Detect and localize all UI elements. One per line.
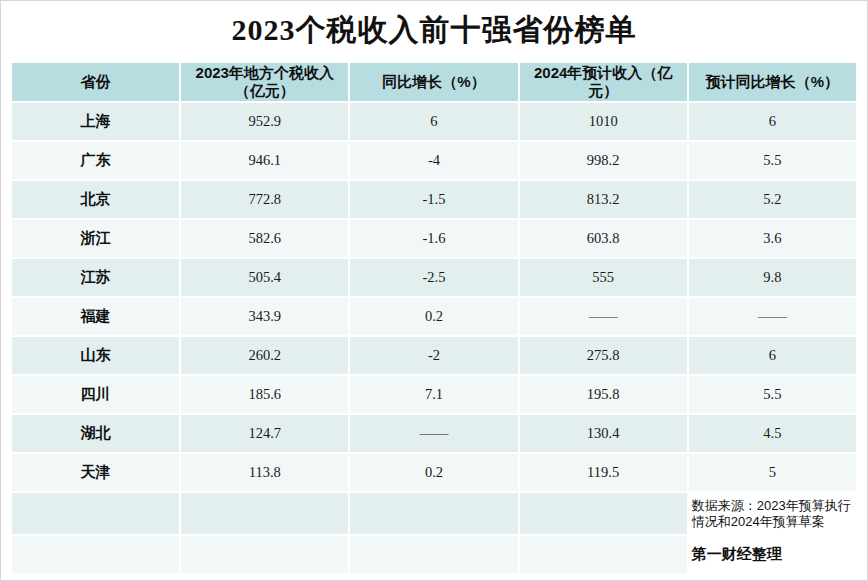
empty-cell bbox=[181, 493, 348, 534]
table-row-jiangsu: 江苏 505.4 -2.5 555 9.8 bbox=[12, 259, 856, 296]
value-cell: 946.1 bbox=[181, 142, 348, 179]
value-cell: —— bbox=[689, 298, 856, 335]
column-header-province: 省份 bbox=[12, 63, 179, 101]
value-cell: 1010 bbox=[520, 103, 687, 140]
page-title: 2023个税收入前十强省份榜单 bbox=[1, 12, 867, 47]
table-row-shandong: 山东 260.2 -2 275.8 6 bbox=[12, 337, 856, 374]
value-cell: 260.2 bbox=[181, 337, 348, 374]
value-cell: 195.8 bbox=[520, 376, 687, 413]
value-cell: 124.7 bbox=[181, 415, 348, 452]
credit-note: 第一财经整理 bbox=[689, 536, 856, 573]
value-cell: 6 bbox=[689, 103, 856, 140]
empty-cell bbox=[350, 536, 517, 573]
value-cell: 5 bbox=[689, 454, 856, 491]
empty-cell bbox=[520, 493, 687, 534]
empty-cell bbox=[12, 536, 179, 573]
value-cell: 130.4 bbox=[520, 415, 687, 452]
value-cell: -2.5 bbox=[350, 259, 517, 296]
table-row-guangdong: 广东 946.1 -4 998.2 5.5 bbox=[12, 142, 856, 179]
empty-cell bbox=[12, 493, 179, 534]
column-header-forecast-2024: 2024年预计收入（亿元） bbox=[520, 63, 687, 101]
value-cell: 813.2 bbox=[520, 181, 687, 218]
value-cell: 7.1 bbox=[350, 376, 517, 413]
province-cell: 北京 bbox=[12, 181, 179, 218]
column-header-income-2023: 2023年地方个税收入 （亿元） bbox=[181, 63, 348, 101]
province-cell: 浙江 bbox=[12, 220, 179, 257]
province-cell: 福建 bbox=[12, 298, 179, 335]
table-row-zhejiang: 浙江 582.6 -1.6 603.8 3.6 bbox=[12, 220, 856, 257]
province-cell: 山东 bbox=[12, 337, 179, 374]
value-cell: 582.6 bbox=[181, 220, 348, 257]
infographic-canvas: 2023个税收入前十强省份榜单 省份 2023年地方个税收入 （亿元） 同比增长… bbox=[0, 0, 868, 581]
table-row-shanghai: 上海 952.9 6 1010 6 bbox=[12, 103, 856, 140]
province-cell: 江苏 bbox=[12, 259, 179, 296]
column-header-yoy-growth: 同比增长（%） bbox=[350, 63, 517, 101]
value-cell: 998.2 bbox=[520, 142, 687, 179]
value-cell: -1.6 bbox=[350, 220, 517, 257]
table-row-hubei: 湖北 124.7 —— 130.4 4.5 bbox=[12, 415, 856, 452]
value-cell: 5.2 bbox=[689, 181, 856, 218]
value-cell: 505.4 bbox=[181, 259, 348, 296]
value-cell: 5.5 bbox=[689, 142, 856, 179]
value-cell: 9.8 bbox=[689, 259, 856, 296]
value-cell: -1.5 bbox=[350, 181, 517, 218]
table-row-tianjin: 天津 113.8 0.2 119.5 5 bbox=[12, 454, 856, 491]
value-cell: —— bbox=[520, 298, 687, 335]
province-cell: 湖北 bbox=[12, 415, 179, 452]
column-header-forecast-growth: 预计同比增长（%） bbox=[689, 63, 856, 101]
value-cell: 343.9 bbox=[181, 298, 348, 335]
header-row: 省份 2023年地方个税收入 （亿元） 同比增长（%） 2024年预计收入（亿元… bbox=[12, 63, 856, 101]
value-cell: 772.8 bbox=[181, 181, 348, 218]
empty-cell bbox=[181, 536, 348, 573]
value-cell: 119.5 bbox=[520, 454, 687, 491]
empty-cell bbox=[350, 493, 517, 534]
data-source-note: 数据来源：2023年预算执行情况和2024年预算草案 bbox=[689, 493, 856, 534]
value-cell: 5.5 bbox=[689, 376, 856, 413]
table-row-beijing: 北京 772.8 -1.5 813.2 5.2 bbox=[12, 181, 856, 218]
province-cell: 天津 bbox=[12, 454, 179, 491]
province-cell: 上海 bbox=[12, 103, 179, 140]
value-cell: 185.6 bbox=[181, 376, 348, 413]
value-cell: 603.8 bbox=[520, 220, 687, 257]
province-cell: 四川 bbox=[12, 376, 179, 413]
value-cell: 275.8 bbox=[520, 337, 687, 374]
value-cell: 0.2 bbox=[350, 454, 517, 491]
value-cell: —— bbox=[350, 415, 517, 452]
value-cell: 4.5 bbox=[689, 415, 856, 452]
value-cell: 6 bbox=[350, 103, 517, 140]
value-cell: 6 bbox=[689, 337, 856, 374]
footer-row-credit: 第一财经整理 bbox=[12, 536, 856, 573]
value-cell: -2 bbox=[350, 337, 517, 374]
province-cell: 广东 bbox=[12, 142, 179, 179]
empty-cell bbox=[520, 536, 687, 573]
value-cell: 0.2 bbox=[350, 298, 517, 335]
value-cell: 3.6 bbox=[689, 220, 856, 257]
value-cell: -4 bbox=[350, 142, 517, 179]
table-row-sichuan: 四川 185.6 7.1 195.8 5.5 bbox=[12, 376, 856, 413]
value-cell: 113.8 bbox=[181, 454, 348, 491]
value-cell: 555 bbox=[520, 259, 687, 296]
value-cell: 952.9 bbox=[181, 103, 348, 140]
table-row-fujian: 福建 343.9 0.2 —— —— bbox=[12, 298, 856, 335]
tax-ranking-table: 省份 2023年地方个税收入 （亿元） 同比增长（%） 2024年预计收入（亿元… bbox=[10, 61, 858, 575]
footer-row-source: 数据来源：2023年预算执行情况和2024年预算草案 bbox=[12, 493, 856, 534]
